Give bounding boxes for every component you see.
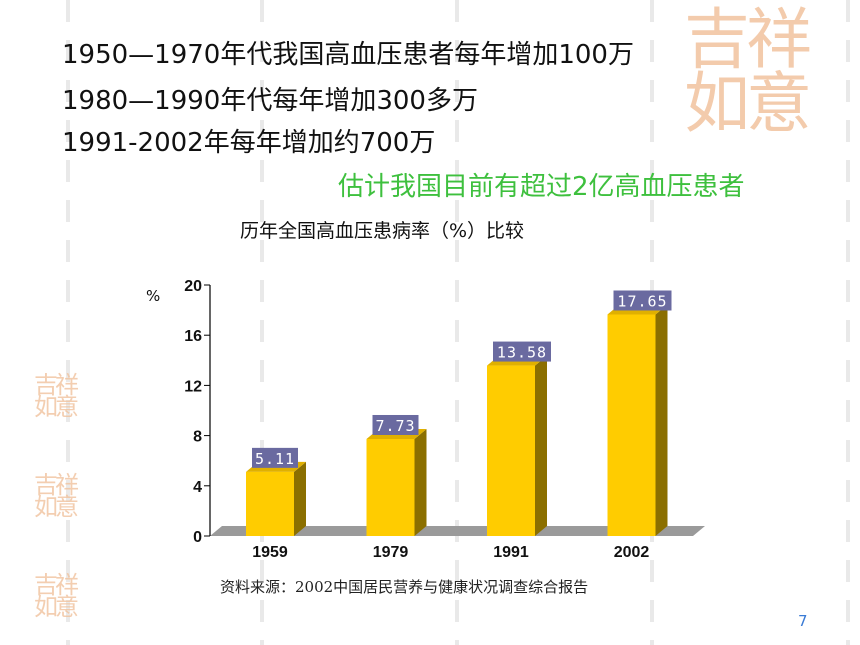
y-tick-label: 4 (193, 479, 202, 496)
y-tick-label: 20 (184, 278, 202, 295)
stat-line-1: 1950—1970年代我国高血压患者每年增加100万 (62, 40, 634, 70)
data-label: 5.11 (255, 450, 295, 468)
background-dash-line (846, 0, 850, 645)
x-tick-label: 1979 (373, 544, 409, 561)
data-label-bg (613, 290, 672, 311)
bar (366, 438, 415, 536)
bar (487, 365, 535, 536)
decorative-seal: 吉祥如意 (34, 471, 79, 521)
bar (607, 314, 656, 536)
stat-line-3: 1991-2002年每年增加约700万 (62, 128, 436, 158)
chart-floor (210, 526, 705, 536)
decorative-seal: 吉祥如意 (34, 371, 79, 421)
data-label-bg (252, 447, 298, 468)
page-number: 7 (798, 612, 808, 630)
background-dash-line (455, 0, 459, 645)
bar-side (535, 355, 547, 536)
y-axis-unit: % (146, 287, 161, 305)
data-label-bg (372, 414, 419, 435)
bar (246, 471, 294, 536)
bar-side (294, 461, 306, 536)
stat-line-2: 1980—1990年代每年增加300多万 (62, 86, 478, 116)
chart-title: 历年全国高血压患病率（%）比较 (240, 220, 525, 242)
bar-side (655, 304, 668, 536)
x-tick-label: 2002 (614, 544, 650, 561)
highlight-text: 估计我国目前有超过2亿高血压患者 (338, 172, 745, 202)
x-tick-label: 1991 (493, 544, 529, 561)
y-tick-label: 12 (184, 378, 202, 395)
data-label: 13.58 (497, 344, 547, 362)
data-label-bg (493, 341, 551, 362)
decorative-seal: 吉祥如意 (684, 1, 812, 142)
y-tick-label: 0 (193, 529, 202, 546)
data-label: 17.65 (617, 292, 667, 310)
data-label: 7.73 (375, 417, 415, 435)
x-tick-label: 1959 (252, 544, 288, 561)
background-dash-line (260, 0, 264, 645)
bar-side (414, 428, 427, 536)
background-dash-line (66, 0, 70, 645)
source-note: 资料来源：2002中国居民营养与健康状况调查综合报告 (220, 578, 589, 596)
decorative-seal: 吉祥如意 (34, 571, 79, 621)
y-tick-label: 16 (184, 328, 202, 345)
y-tick-label: 8 (193, 429, 202, 446)
